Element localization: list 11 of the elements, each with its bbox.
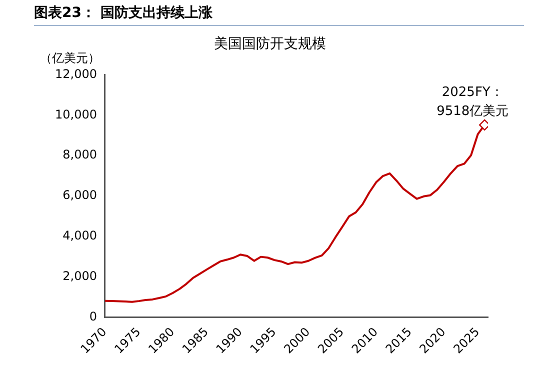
y-tick-label: 0 [89, 309, 97, 324]
y-tick-label: 4,000 [62, 228, 97, 243]
chart-title: 图表23： 国防支出持续上涨 [34, 4, 524, 26]
annotation: 2025FY： 9518亿美元 [436, 84, 509, 119]
y-tick-label: 12,000 [54, 66, 97, 81]
y-tick-label: 6,000 [62, 188, 97, 202]
chart-subtitle: 美国国防开支规模 [214, 36, 326, 52]
y-axis-title: （亿美元） [40, 51, 100, 65]
y-tick-label: 10,000 [54, 107, 97, 122]
y-tick-label: 2,000 [62, 268, 97, 283]
y-tick-label: 8,000 [62, 148, 97, 162]
